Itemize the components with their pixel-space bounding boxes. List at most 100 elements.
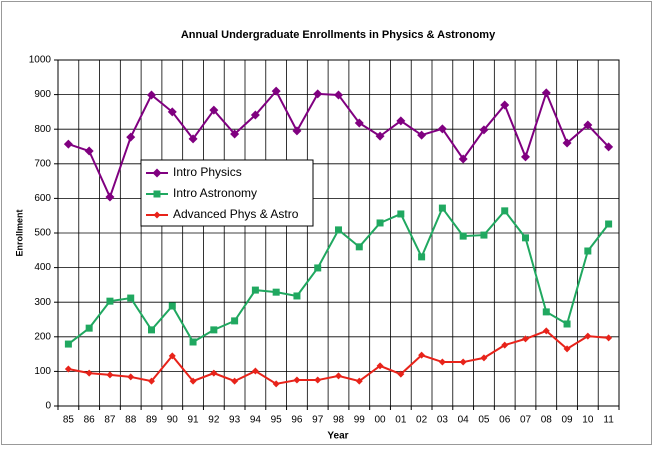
data-point: [272, 288, 280, 296]
data-point: [438, 204, 446, 212]
y-tick-label: 0: [45, 401, 51, 412]
data-point: [501, 341, 509, 349]
data-point: [334, 90, 343, 100]
data-point: [584, 332, 592, 340]
x-axis-label: Year: [327, 431, 348, 442]
data-point: [251, 286, 259, 294]
data-point: [63, 139, 73, 149]
data-point: [459, 232, 467, 240]
x-tick-label: 95: [271, 415, 283, 426]
data-point: [335, 226, 342, 234]
data-point: [231, 377, 239, 385]
data-point: [250, 110, 260, 120]
data-point: [271, 86, 281, 96]
chart-title: Annual Undergraduate Enrollments in Phys…: [181, 29, 496, 41]
y-tick-label: 100: [34, 366, 51, 377]
data-point: [293, 292, 301, 300]
data-point: [355, 377, 363, 385]
data-point: [105, 192, 115, 202]
data-point: [147, 90, 156, 100]
legend-marker: [152, 168, 162, 178]
data-point: [376, 219, 384, 227]
data-point: [293, 376, 301, 384]
data-point: [126, 132, 136, 142]
y-tick-label: 200: [34, 331, 51, 342]
data-point: [148, 377, 155, 385]
data-point: [605, 334, 613, 342]
legend-marker: [153, 211, 161, 219]
data-point: [417, 130, 427, 140]
data-point: [542, 327, 550, 335]
x-tick-label: 01: [395, 415, 407, 426]
data-point: [521, 152, 530, 162]
data-point: [354, 118, 364, 128]
x-tick-label: 10: [582, 415, 594, 426]
y-axis-label: Enrollment: [14, 209, 24, 256]
data-point: [458, 154, 468, 164]
data-point: [106, 371, 114, 379]
data-point: [397, 370, 405, 378]
x-tick-label: 07: [520, 415, 532, 426]
data-point: [64, 365, 72, 373]
data-point: [479, 125, 489, 135]
data-point: [167, 107, 177, 117]
data-point: [189, 338, 197, 346]
y-tick-label: 300: [34, 297, 51, 308]
x-tick-label: 85: [63, 415, 75, 426]
x-tick-label: 94: [250, 415, 262, 426]
data-point: [522, 335, 529, 343]
data-point: [501, 207, 509, 215]
x-tick-label: 91: [187, 415, 199, 426]
data-point: [292, 126, 302, 136]
data-point: [563, 320, 571, 328]
x-tick-label: 09: [561, 415, 573, 426]
x-tick-label: 02: [416, 415, 428, 426]
data-point: [522, 234, 529, 242]
data-point: [500, 100, 510, 110]
data-point: [376, 362, 384, 370]
data-point: [562, 138, 572, 148]
data-point: [437, 124, 447, 134]
x-tick-label: 96: [291, 415, 303, 426]
y-tick-label: 400: [34, 262, 51, 273]
y-tick-label: 1000: [29, 55, 52, 66]
x-tick-label: 08: [541, 415, 553, 426]
x-tick-label: 00: [374, 415, 386, 426]
y-tick-label: 500: [34, 228, 51, 239]
data-point: [397, 210, 405, 218]
data-point: [127, 294, 135, 302]
x-tick-label: 97: [312, 415, 324, 426]
data-point: [188, 134, 198, 144]
legend-marker: [153, 190, 161, 198]
data-point: [584, 247, 592, 255]
x-tick-label: 03: [437, 415, 449, 426]
x-tick-label: 11: [603, 415, 614, 426]
data-point: [314, 376, 322, 384]
data-point: [209, 105, 219, 115]
data-point: [85, 324, 93, 332]
data-point: [314, 264, 322, 272]
x-tick-label: 87: [104, 415, 116, 426]
data-point: [64, 340, 72, 348]
legend-box: [140, 159, 314, 227]
data-point: [396, 116, 406, 126]
data-point: [210, 326, 218, 334]
data-point: [480, 354, 488, 362]
data-point: [480, 231, 488, 239]
data-point: [418, 351, 426, 359]
data-point: [189, 377, 197, 385]
x-tick-label: 86: [84, 415, 96, 426]
x-tick-label: 99: [354, 415, 366, 426]
x-tick-label: 90: [167, 415, 179, 426]
data-point: [210, 369, 218, 377]
y-tick-label: 600: [34, 193, 51, 204]
x-tick-label: 98: [333, 415, 345, 426]
data-point: [418, 253, 426, 261]
data-point: [168, 302, 176, 310]
x-tick-label: 06: [499, 415, 511, 426]
data-point: [85, 369, 93, 377]
data-point: [313, 89, 323, 99]
data-point: [148, 326, 155, 334]
data-point: [438, 358, 446, 366]
data-point: [541, 88, 551, 98]
